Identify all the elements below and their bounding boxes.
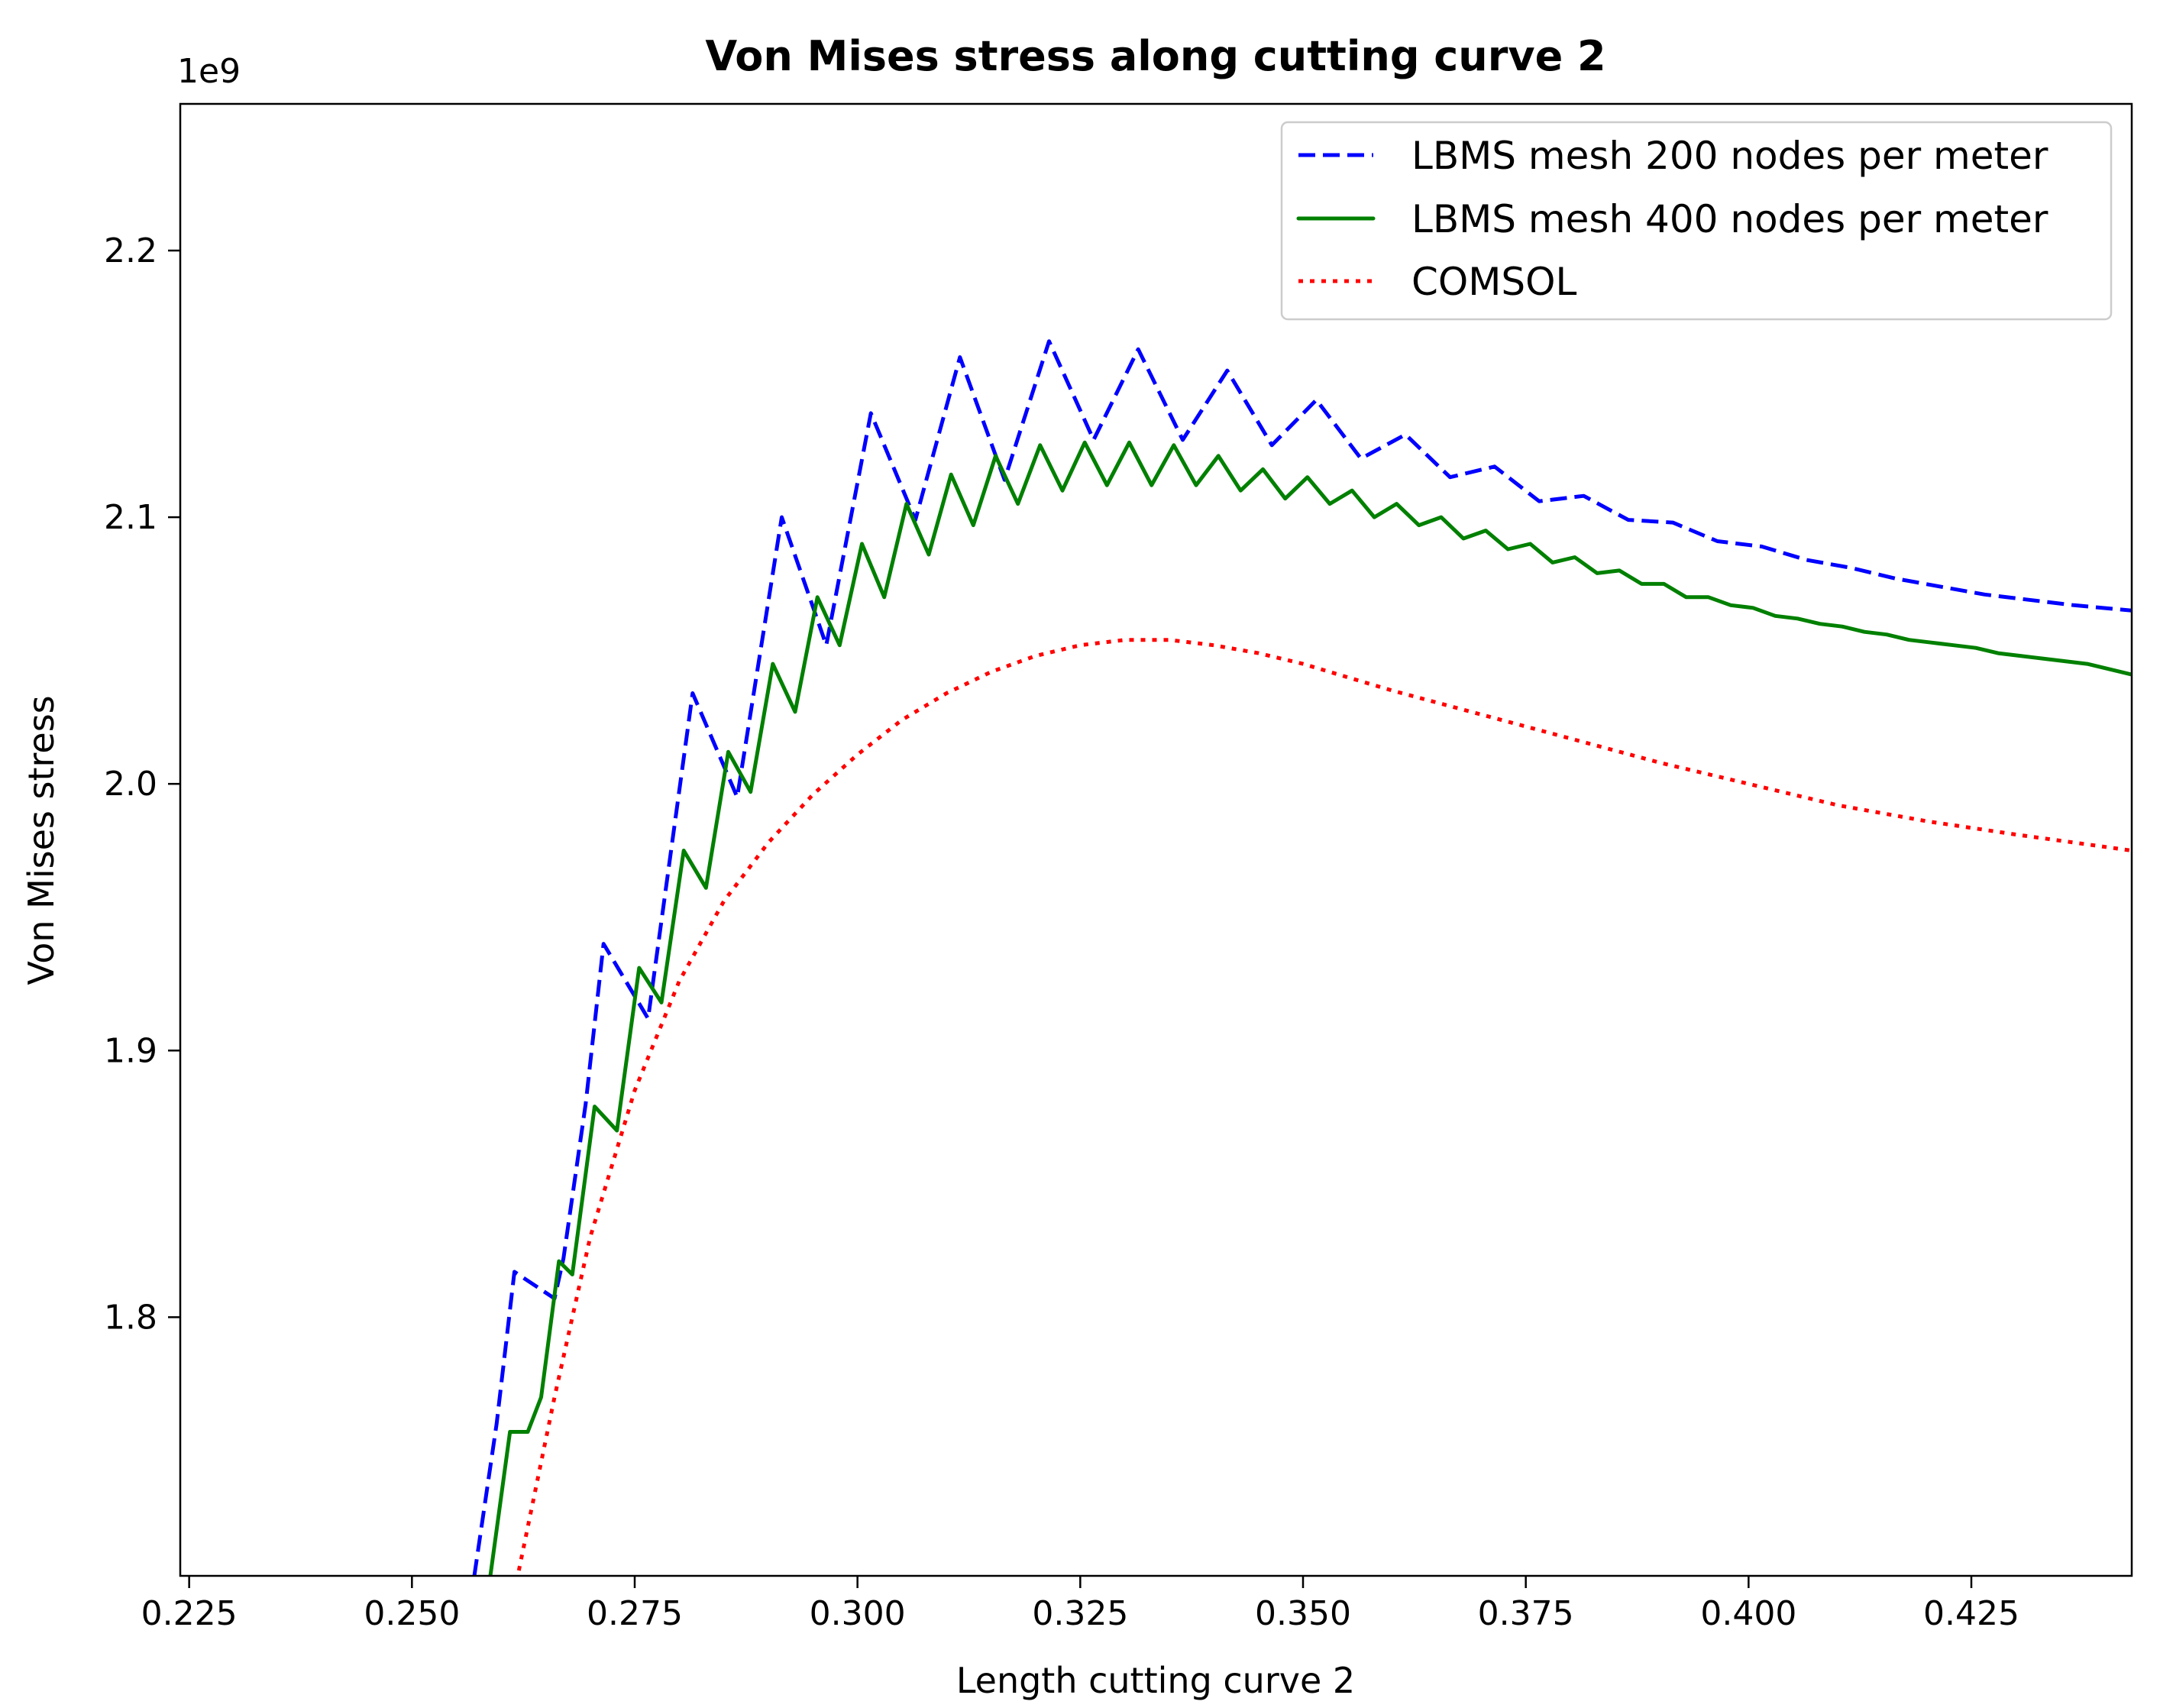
chart-title: Von Mises stress along cutting curve 2: [705, 32, 1605, 80]
y-tick-label: 2.1: [104, 498, 157, 537]
legend-label-lbms-400: LBMS mesh 400 nodes per meter: [1411, 197, 2048, 241]
legend-box: [1280, 121, 2113, 321]
series-line-2: [516, 638, 2132, 1571]
x-tick-label: 0.375: [1478, 1594, 1574, 1633]
x-tick-label: 0.275: [587, 1594, 683, 1633]
x-tick-label: 0.225: [141, 1594, 238, 1633]
y-tick-label: 1.8: [104, 1298, 157, 1337]
series-layer: [472, 339, 2132, 1576]
y-offset-label: 1e9: [177, 52, 241, 91]
ticks-layer: 0.225 0.250 0.275 0.300 0.325 0.350 0.375 0.400…: [104, 231, 2019, 1633]
legend: LBMS mesh 200 nodes per meter LBMS mesh …: [1280, 121, 2113, 321]
y-tick-label: 1.9: [104, 1031, 157, 1070]
x-tick-label: 0.300: [810, 1594, 906, 1633]
y-tick-label: 2.0: [104, 765, 157, 804]
y-axis-label: Von Mises stress: [21, 695, 62, 985]
series-line-1: [488, 440, 2132, 1576]
x-tick-label: 0.400: [1700, 1594, 1796, 1633]
x-tick-label: 0.425: [1923, 1594, 2019, 1633]
legend-label-comsol: COMSOL: [1411, 260, 1577, 304]
series-line-0: [472, 339, 2132, 1576]
x-axis-label: Length cutting curve 2: [956, 1660, 1355, 1701]
plot-frame: [179, 102, 2133, 1577]
y-tick-label: 2.2: [104, 231, 157, 270]
x-tick-label: 0.350: [1255, 1594, 1351, 1633]
x-tick-label: 0.250: [364, 1594, 460, 1633]
legend-label-lbms-200: LBMS mesh 200 nodes per meter: [1411, 134, 2048, 178]
x-tick-label: 0.325: [1032, 1594, 1128, 1633]
